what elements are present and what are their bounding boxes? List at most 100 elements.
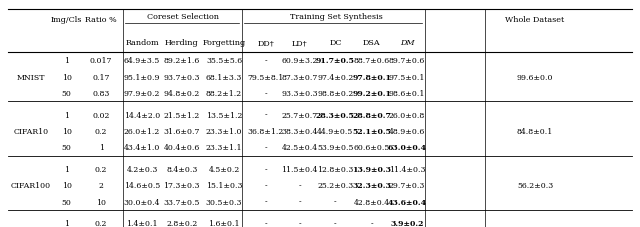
Text: 10: 10	[96, 198, 106, 206]
Text: 1.6±0.1: 1.6±0.1	[208, 219, 240, 227]
Text: Herding: Herding	[165, 39, 198, 47]
Text: 0.017: 0.017	[90, 57, 112, 65]
Text: 17.3±0.3: 17.3±0.3	[163, 181, 200, 190]
Text: 53.9±0.5: 53.9±0.5	[317, 144, 353, 152]
Text: -: -	[264, 181, 267, 190]
Text: 2: 2	[99, 181, 104, 190]
Text: 87.3±0.7: 87.3±0.7	[282, 73, 317, 81]
Text: 68.1±3.3: 68.1±3.3	[206, 73, 242, 81]
Text: 93.7±0.3: 93.7±0.3	[163, 73, 200, 81]
Text: 50: 50	[61, 198, 72, 206]
Text: -: -	[298, 198, 301, 206]
Text: Training Set Synthesis: Training Set Synthesis	[290, 13, 383, 21]
Text: -: -	[334, 219, 337, 227]
Text: 40.4±0.6: 40.4±0.6	[164, 144, 200, 152]
Text: 50: 50	[61, 144, 72, 152]
Text: 89.2±1.6: 89.2±1.6	[164, 57, 200, 65]
Text: 11.5±0.4: 11.5±0.4	[282, 165, 317, 173]
Text: 30.0±0.4: 30.0±0.4	[124, 198, 161, 206]
Text: 0.2: 0.2	[95, 219, 108, 227]
Text: 98.8±0.2: 98.8±0.2	[317, 90, 353, 98]
Text: Random: Random	[125, 39, 159, 47]
Text: 10: 10	[61, 127, 72, 136]
Text: 42.8±0.4: 42.8±0.4	[354, 198, 390, 206]
Text: 11.4±0.3: 11.4±0.3	[388, 165, 426, 173]
Text: 1: 1	[64, 57, 69, 65]
Text: 97.5±0.1: 97.5±0.1	[389, 73, 425, 81]
Text: 2.8±0.2: 2.8±0.2	[166, 219, 197, 227]
Text: 43.4±1.0: 43.4±1.0	[124, 144, 160, 152]
Text: 60.9±3.2: 60.9±3.2	[282, 57, 317, 65]
Text: 88.7±0.6: 88.7±0.6	[354, 57, 390, 65]
Text: 43.6±0.4: 43.6±0.4	[387, 198, 427, 206]
Text: 12.8±0.3: 12.8±0.3	[317, 165, 353, 173]
Text: 48.9±0.6: 48.9±0.6	[389, 127, 425, 136]
Text: 0.2: 0.2	[95, 127, 108, 136]
Text: 33.7±0.5: 33.7±0.5	[164, 198, 200, 206]
Text: 89.7±0.6: 89.7±0.6	[389, 57, 425, 65]
Text: 95.1±0.9: 95.1±0.9	[124, 73, 161, 81]
Text: 26.0±0.8: 26.0±0.8	[389, 111, 425, 119]
Text: 28.3±0.5: 28.3±0.5	[316, 111, 355, 119]
Text: 56.2±0.3: 56.2±0.3	[517, 181, 553, 190]
Text: -: -	[334, 198, 337, 206]
Text: DC: DC	[329, 39, 342, 47]
Text: 25.7±0.7: 25.7±0.7	[282, 111, 317, 119]
Text: LD†: LD†	[292, 39, 307, 47]
Text: 42.5±0.4: 42.5±0.4	[282, 144, 317, 152]
Text: 1: 1	[99, 144, 104, 152]
Text: 38.3±0.4: 38.3±0.4	[282, 127, 317, 136]
Text: CIFAR10: CIFAR10	[13, 127, 48, 136]
Text: 1: 1	[64, 165, 69, 173]
Text: -: -	[264, 165, 267, 173]
Text: 4.5±0.2: 4.5±0.2	[209, 165, 239, 173]
Text: 3.9±0.2: 3.9±0.2	[390, 219, 424, 227]
Text: 0.17: 0.17	[92, 73, 110, 81]
Text: -: -	[371, 219, 373, 227]
Text: 13.5±1.2: 13.5±1.2	[206, 111, 242, 119]
Text: MNIST: MNIST	[17, 73, 45, 81]
Text: 35.5±5.6: 35.5±5.6	[206, 57, 242, 65]
Text: 23.3±1.1: 23.3±1.1	[205, 144, 243, 152]
Text: 1.4±0.1: 1.4±0.1	[126, 219, 158, 227]
Text: 10: 10	[61, 181, 72, 190]
Text: 97.4±0.2: 97.4±0.2	[317, 73, 353, 81]
Text: 63.0±0.4: 63.0±0.4	[388, 144, 426, 152]
Text: -: -	[264, 144, 267, 152]
Text: 0.02: 0.02	[92, 111, 110, 119]
Text: 94.8±0.2: 94.8±0.2	[164, 90, 200, 98]
Text: 98.6±0.1: 98.6±0.1	[389, 90, 425, 98]
Text: 32.3±0.3: 32.3±0.3	[353, 181, 391, 190]
Text: 1: 1	[64, 111, 69, 119]
Text: Whole Dataset: Whole Dataset	[506, 16, 564, 24]
Text: 30.5±0.3: 30.5±0.3	[205, 198, 243, 206]
Text: -: -	[264, 198, 267, 206]
Text: 84.8±0.1: 84.8±0.1	[517, 127, 553, 136]
Text: 99.2±0.1: 99.2±0.1	[353, 90, 391, 98]
Text: 0.2: 0.2	[95, 165, 108, 173]
Text: 13.9±0.3: 13.9±0.3	[353, 165, 391, 173]
Text: 52.1±0.5: 52.1±0.5	[353, 127, 391, 136]
Text: 50: 50	[61, 90, 72, 98]
Text: CIFAR100: CIFAR100	[11, 181, 51, 190]
Text: Forgetting: Forgetting	[202, 39, 246, 47]
Text: 93.3±0.3: 93.3±0.3	[281, 90, 318, 98]
Text: -: -	[264, 57, 267, 65]
Text: 0.83: 0.83	[92, 90, 110, 98]
Text: 10: 10	[61, 73, 72, 81]
Text: 4.2±0.3: 4.2±0.3	[126, 165, 158, 173]
Text: Coreset Selection: Coreset Selection	[147, 13, 219, 21]
Text: DSA: DSA	[363, 39, 381, 47]
Text: 28.8±0.7: 28.8±0.7	[353, 111, 391, 119]
Text: -: -	[264, 111, 267, 119]
Text: -: -	[298, 181, 301, 190]
Text: 15.1±0.3: 15.1±0.3	[205, 181, 243, 190]
Text: 91.7±0.5: 91.7±0.5	[316, 57, 355, 65]
Text: DM: DM	[400, 39, 414, 47]
Text: 8.4±0.3: 8.4±0.3	[166, 165, 198, 173]
Text: 99.6±0.0: 99.6±0.0	[516, 73, 554, 81]
Text: 36.8±1.2: 36.8±1.2	[248, 127, 284, 136]
Text: -: -	[264, 219, 267, 227]
Text: -: -	[264, 90, 267, 98]
Text: 23.3±1.0: 23.3±1.0	[205, 127, 243, 136]
